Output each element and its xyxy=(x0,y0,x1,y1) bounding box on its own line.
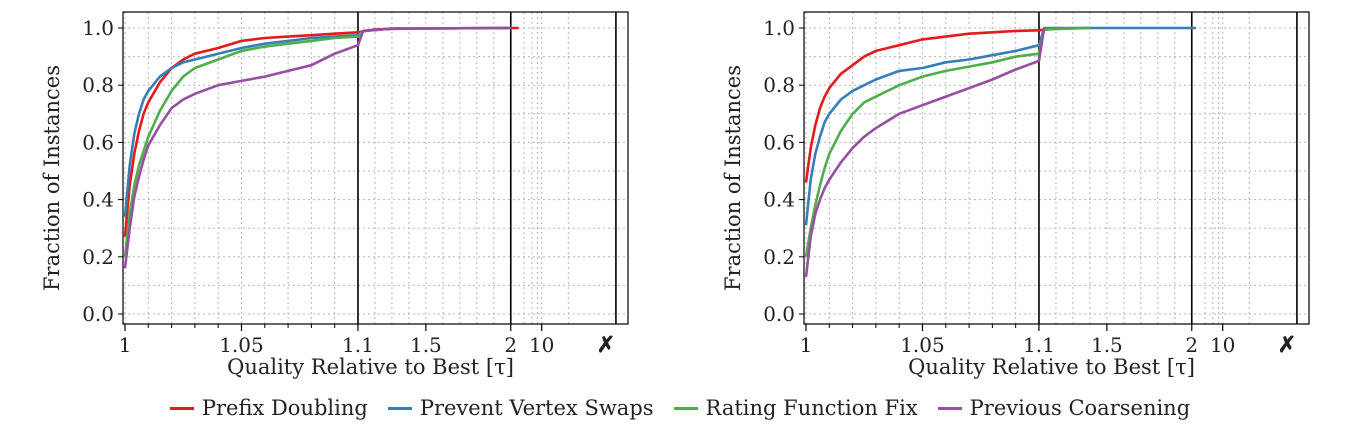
x-tick-label: 1.05 xyxy=(219,333,264,357)
legend-label-rating-function-fix: Rating Function Fix xyxy=(705,396,918,420)
x-tick-label: 1 xyxy=(119,333,132,357)
x-axis-label: Quality Relative to Best [τ] xyxy=(908,355,1195,379)
legend-swatch-prefix-doubling xyxy=(169,406,194,410)
x-tick-label: 10 xyxy=(1210,333,1235,357)
x-tick-label-failure: ✗ xyxy=(597,332,615,358)
legend-swatch-prevent-vertex-swaps xyxy=(387,406,412,410)
x-axis-label: Quality Relative to Best [τ] xyxy=(227,355,514,379)
x-tick-label-failure: ✗ xyxy=(1278,332,1296,358)
x-tick-label: 1.5 xyxy=(410,333,442,357)
series-line-previous-coarsening xyxy=(123,26,511,269)
series-line-rating-function-fix xyxy=(123,26,511,257)
y-tick-label: 0.2 xyxy=(82,245,114,269)
legend-swatch-rating-function-fix xyxy=(673,406,698,410)
panel-1: 0.0 0.2 0.4 0.6 0.8 1.0 1 1.05 1.1 1.5 2 10 ✗ Quality… xyxy=(40,11,629,379)
x-tick-label: 1 xyxy=(800,333,813,357)
y-tick-label: 0.6 xyxy=(82,130,114,154)
series-line-rating-function-fix xyxy=(804,26,1090,258)
y-tick-label: 1.0 xyxy=(82,16,114,40)
legend-item-prevent-vertex-swaps: Prevent Vertex Swaps xyxy=(387,396,654,420)
y-tick-label: 0.4 xyxy=(82,188,114,212)
legend-item-previous-coarsening: Previous Coarsening xyxy=(937,396,1191,420)
legend-item-rating-function-fix: Rating Function Fix xyxy=(673,396,918,420)
x-tick-label: 1.1 xyxy=(342,333,374,357)
plot-frame xyxy=(803,11,1310,325)
x-tick-label: 1.05 xyxy=(900,333,945,357)
y-tick-label: 0.2 xyxy=(763,245,795,269)
y-tick-label: 0.8 xyxy=(763,73,795,97)
series-line-previous-coarsening xyxy=(804,27,1046,277)
series-line-prevent-vertex-swaps xyxy=(804,26,1197,226)
panel-2: 0.0 0.2 0.4 0.6 0.8 1.0 1 1.05 1.1 1.5 2 10 ✗ Quality… xyxy=(721,11,1310,379)
x-tick-label: 2 xyxy=(504,333,517,357)
x-tick-label: 1.1 xyxy=(1023,333,1055,357)
plot-frame xyxy=(122,11,629,325)
x-tick-label: 10 xyxy=(529,333,554,357)
y-tick-label: 0.0 xyxy=(82,302,114,326)
y-axis-label: Fraction of Instances xyxy=(40,65,64,291)
y-tick-label: 0.8 xyxy=(82,73,114,97)
y-tick-label: 0.0 xyxy=(763,302,795,326)
legend: Prefix Doubling Prevent Vertex Swaps Rat… xyxy=(0,396,1360,420)
legend-label-prefix-doubling: Prefix Doubling xyxy=(201,396,368,420)
plots-canvas: 0.0 0.2 0.4 0.6 0.8 1.0 1 1.05 1.1 1.5 2 10 ✗ Quality… xyxy=(40,11,1310,379)
y-tick-label: 0.6 xyxy=(763,130,795,154)
y-tick-label: 0.4 xyxy=(763,188,795,212)
y-axis-label: Fraction of Instances xyxy=(721,65,745,291)
series-line-prefix-doubling xyxy=(804,26,1090,183)
x-tick-label: 2 xyxy=(1185,333,1198,357)
legend-label-prevent-vertex-swaps: Prevent Vertex Swaps xyxy=(419,396,654,420)
series-line-prevent-vertex-swaps xyxy=(123,26,511,217)
y-tick-label: 1.0 xyxy=(763,16,795,40)
legend-swatch-previous-coarsening xyxy=(937,406,962,410)
legend-label-previous-coarsening: Previous Coarsening xyxy=(969,396,1191,420)
x-tick-label: 1.5 xyxy=(1091,333,1123,357)
legend-item-prefix-doubling: Prefix Doubling xyxy=(169,396,368,420)
